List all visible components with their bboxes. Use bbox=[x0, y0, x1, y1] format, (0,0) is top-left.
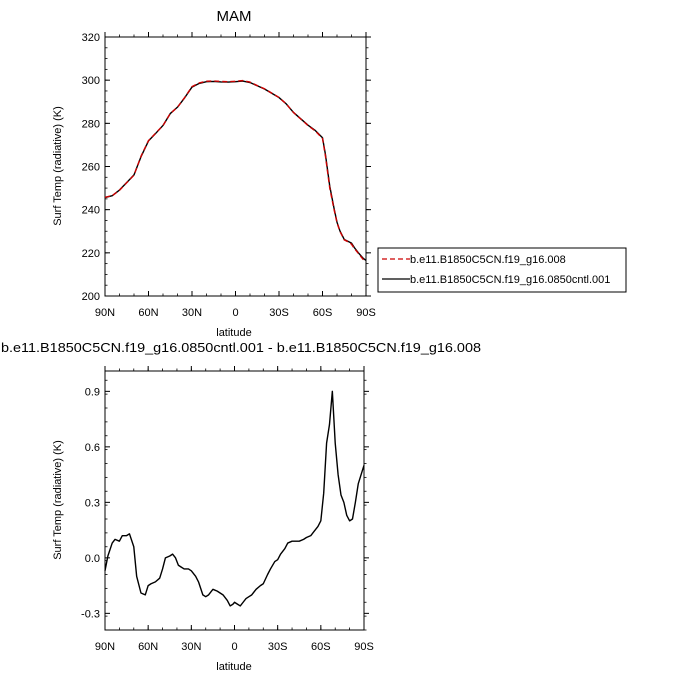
bottom-y-axis-label: Surf Temp (radiative) (K) bbox=[52, 440, 64, 560]
top-y-axis-label: Surf Temp (radiative) (K) bbox=[52, 106, 64, 226]
bottom-xtick-label: 90N bbox=[95, 641, 115, 653]
bottom-panel: b.e11.B1850C5CN.f19_g16.0850cntl.001 - b… bbox=[1, 340, 481, 673]
bottom-xtick-label: 60S bbox=[311, 641, 331, 653]
top-ytick-label: 280 bbox=[82, 118, 100, 130]
bottom-ytick-label: -0.3 bbox=[81, 608, 100, 620]
bottom-plot-frame bbox=[104, 370, 365, 631]
bottom-xtick-label: 0 bbox=[231, 641, 237, 653]
bottom-y-axis: -0.3 0.0 0.3 0.6 0.9 bbox=[81, 379, 369, 631]
top-y-axis: 200 220 240 260 280 300 320 bbox=[82, 32, 371, 303]
top-series-line-1 bbox=[104, 79, 367, 263]
bottom-xtick-label: 30N bbox=[181, 641, 201, 653]
bottom-series-group bbox=[104, 390, 365, 607]
bottom-xtick-label: 90S bbox=[354, 641, 374, 653]
top-chart-title: MAM bbox=[217, 8, 252, 25]
bottom-ytick-label: 0.3 bbox=[85, 497, 100, 509]
top-x-axis: 90N 60N 30N 0 30S 60S 90S bbox=[95, 32, 376, 319]
top-panel: MAM 200 220 240 260 280 300 320 90N 60N 30N 0 30S 6… bbox=[52, 8, 376, 339]
bottom-ytick-label: 0.0 bbox=[85, 553, 100, 565]
top-ytick-label: 240 bbox=[82, 205, 100, 217]
top-ytick-label: 260 bbox=[82, 162, 100, 174]
top-xtick-label: 30N bbox=[182, 307, 202, 319]
bottom-x-axis: 90N 60N 30N 0 30S 60S 90S bbox=[95, 366, 374, 653]
bottom-x-axis-label: latitude bbox=[216, 661, 251, 673]
legend-box bbox=[377, 247, 627, 293]
top-xtick-label: 90S bbox=[356, 307, 376, 319]
top-ytick-label: 220 bbox=[82, 248, 100, 260]
top-ytick-label: 200 bbox=[82, 291, 100, 303]
bottom-ytick-label: 0.9 bbox=[85, 386, 100, 398]
bottom-xtick-label: 60N bbox=[138, 641, 158, 653]
legend: b.e11.B1850C5CN.f19_g16.008 b.e11.B1850C… bbox=[377, 247, 627, 293]
top-series-group bbox=[104, 79, 367, 263]
legend-label-series-2: b.e11.B1850C5CN.f19_g16.0850cntl.001 bbox=[410, 274, 610, 286]
top-xtick-label: 60N bbox=[138, 307, 158, 319]
top-ytick-label: 300 bbox=[82, 75, 100, 87]
bottom-chart-title: b.e11.B1850C5CN.f19_g16.0850cntl.001 - b… bbox=[1, 340, 481, 355]
top-x-axis-label: latitude bbox=[216, 327, 251, 339]
bottom-xtick-label: 30S bbox=[268, 641, 288, 653]
bottom-series-line-1 bbox=[104, 390, 365, 607]
legend-label-series-1: b.e11.B1850C5CN.f19_g16.008 bbox=[410, 254, 566, 266]
bottom-ytick-label: 0.6 bbox=[85, 442, 100, 454]
top-xtick-label: 30S bbox=[269, 307, 289, 319]
top-ytick-label: 320 bbox=[82, 32, 100, 44]
top-xtick-label: 60S bbox=[313, 307, 333, 319]
top-xtick-label: 90N bbox=[95, 307, 115, 319]
top-xtick-label: 0 bbox=[232, 307, 238, 319]
